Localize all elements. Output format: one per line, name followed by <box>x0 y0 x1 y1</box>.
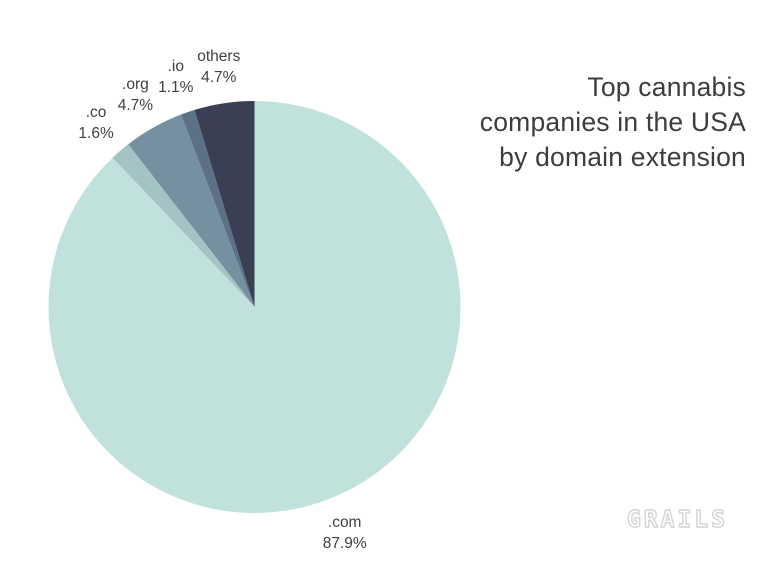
grails-logo: GRAILS <box>626 506 728 533</box>
pie-slice-label-com: .com 87.9% <box>323 512 367 554</box>
pie-slice-co <box>112 144 255 307</box>
chart-title-line-3: by domain extension <box>499 142 746 172</box>
pie-slice-label-name: others <box>197 47 241 65</box>
pie-slice-others <box>194 101 255 307</box>
pie-slice-label-name: .com <box>327 513 362 531</box>
pie-slice-label-others: others 4.7% <box>197 46 240 88</box>
pie-slice-org <box>128 114 255 307</box>
chart-title-line-1: Top cannabis <box>587 72 746 102</box>
pie-slice-label-value: 1.6% <box>78 124 114 142</box>
chart-title: Top cannabis companies in the USA by dom… <box>480 70 746 175</box>
pie-slice-label-io: .io 1.1% <box>158 56 193 98</box>
pie-slice-label-co: .co 1.6% <box>78 102 113 144</box>
pie-slice-label-value: 87.9% <box>322 534 367 552</box>
pie-slice-label-name: .co <box>85 103 107 121</box>
pie-slice-label-value: 4.7% <box>201 68 237 86</box>
pie-slice-label-name: .io <box>167 58 184 76</box>
grails-logo-text: GRAILS <box>627 507 728 533</box>
pie-slice-label-org: .org 4.7% <box>118 74 153 116</box>
chart-title-line-2: companies in the USA <box>479 107 746 137</box>
pie-slice-com <box>48 101 461 514</box>
pie-slice-label-value: 1.1% <box>158 79 194 97</box>
pie-slice-io <box>181 109 255 307</box>
pie-slice-label-name: .org <box>122 76 149 94</box>
pie-slice-label-value: 4.7% <box>117 97 154 115</box>
